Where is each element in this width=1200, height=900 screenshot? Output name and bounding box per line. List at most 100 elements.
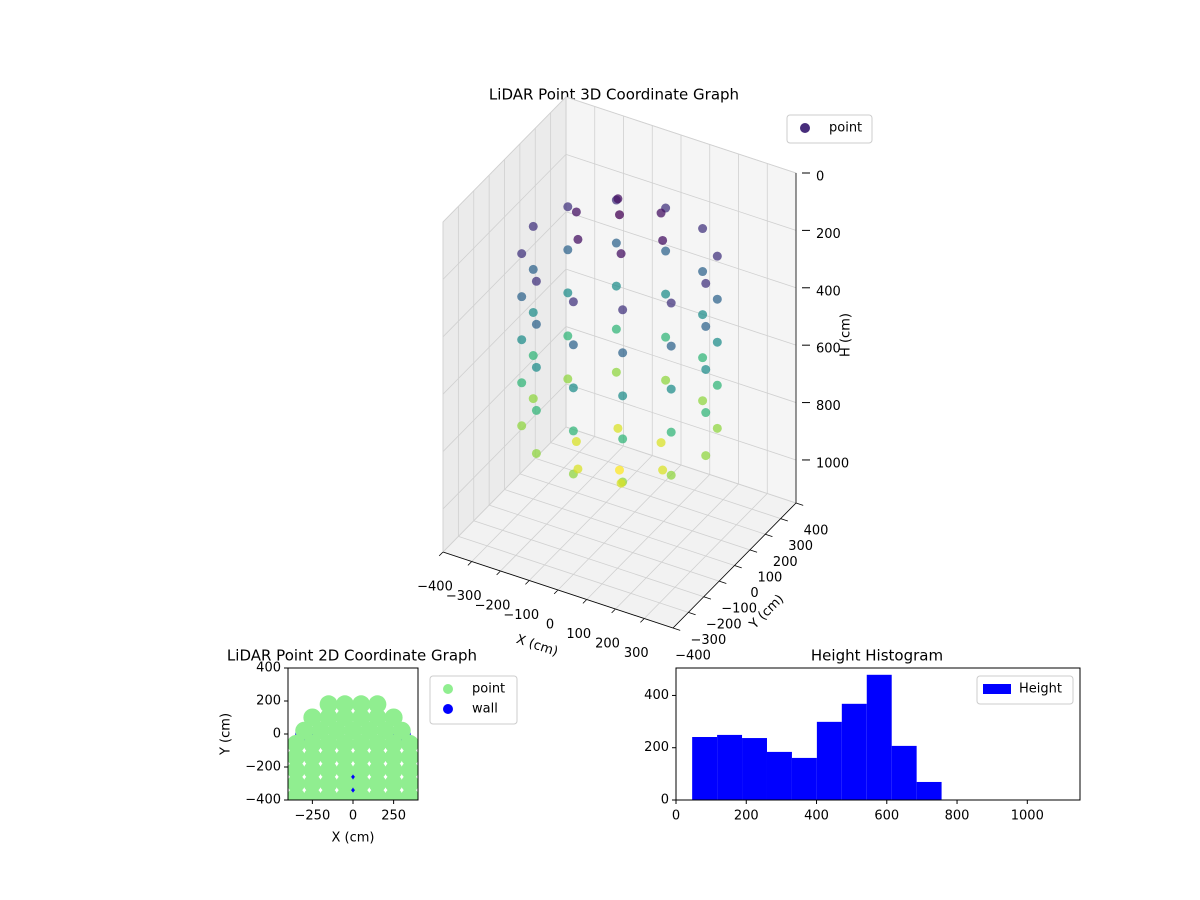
grid-line [565, 268, 797, 346]
tick-mark [496, 570, 501, 576]
point [712, 423, 722, 433]
point [303, 787, 322, 800]
point [368, 761, 387, 780]
point [698, 310, 708, 320]
y-tick-label: 300 [788, 539, 813, 554]
point [517, 335, 527, 345]
chart-title: LiDAR Point 2D Coordinate Graph [227, 647, 477, 665]
x-tick-label: 250 [381, 809, 406, 824]
y-tick-label: 400 [256, 661, 281, 676]
x-tick-label: 200 [595, 637, 620, 652]
point [615, 210, 624, 220]
x-tick-label: −100 [503, 608, 539, 623]
point [618, 391, 628, 401]
y-tick-label: 200 [773, 555, 798, 570]
point [288, 748, 306, 767]
point [528, 351, 538, 361]
point [531, 276, 541, 286]
bar [866, 674, 892, 800]
tick-mark [688, 611, 696, 616]
point [712, 337, 722, 347]
point [335, 761, 354, 780]
grid-line [442, 383, 567, 510]
legend-label: wall [472, 702, 498, 717]
tick-mark [611, 608, 616, 614]
point [352, 734, 371, 753]
bar [766, 751, 792, 800]
point [563, 288, 573, 298]
tick-mark [734, 565, 742, 569]
tick-mark [640, 618, 645, 623]
legend-label: point [829, 121, 862, 136]
point [303, 734, 322, 753]
point [295, 721, 314, 740]
z-tick-label: 600 [816, 342, 841, 357]
y-tick-label: −200 [706, 617, 742, 632]
point [528, 394, 538, 404]
point [611, 281, 621, 291]
x-tick-label: −250 [295, 809, 331, 824]
tick-mark [438, 551, 444, 557]
bar [816, 721, 842, 800]
legend-label: point [472, 682, 505, 697]
point [666, 384, 676, 394]
point [661, 289, 671, 299]
point [360, 721, 379, 740]
axis-line [442, 551, 674, 629]
y-tick-label: −400 [675, 649, 711, 664]
bar [841, 703, 867, 800]
point [571, 437, 581, 447]
point [352, 748, 371, 767]
point [701, 321, 711, 331]
point [517, 249, 527, 259]
point [352, 787, 371, 800]
point [384, 734, 403, 753]
point [611, 324, 621, 334]
point [618, 348, 628, 358]
point [392, 721, 411, 740]
legend-swatch [983, 684, 1011, 694]
point [531, 319, 541, 329]
point [400, 761, 418, 780]
point [352, 708, 371, 727]
grid-line [565, 96, 797, 174]
grid-line [458, 535, 689, 613]
y-tick-label: 0 [750, 586, 758, 601]
point [335, 708, 354, 727]
point [327, 721, 346, 740]
point [528, 221, 538, 231]
legend-label: Height [1019, 682, 1062, 697]
point [615, 465, 624, 475]
x-tick-label: 0 [349, 809, 357, 824]
tick-mark [795, 502, 804, 506]
point [661, 375, 671, 385]
axes-frame [675, 667, 1081, 801]
x-tick-label: −400 [417, 580, 453, 595]
point [288, 761, 306, 780]
x-tick-label: −300 [446, 589, 482, 604]
grid-line [442, 211, 567, 338]
point [303, 761, 322, 780]
y-tick-label: 0 [273, 727, 281, 742]
z-tick-label: 400 [816, 284, 841, 299]
y-tick-label: 200 [256, 694, 281, 709]
point [376, 721, 395, 740]
point [352, 761, 371, 780]
point [656, 438, 666, 448]
point [528, 264, 538, 274]
x-axis-label: X (cm) [332, 831, 375, 846]
point [666, 427, 676, 437]
point [568, 426, 578, 436]
point [701, 364, 711, 374]
point [384, 774, 403, 793]
x-axis-label: X (cm) [514, 632, 560, 660]
x-tick-label: 600 [874, 809, 899, 824]
point [400, 734, 418, 753]
point [303, 748, 322, 767]
tick-mark [718, 580, 727, 584]
point [656, 208, 666, 218]
z-tick-label: 0 [816, 170, 824, 185]
point [618, 434, 628, 444]
point [335, 748, 354, 767]
point [335, 787, 354, 800]
